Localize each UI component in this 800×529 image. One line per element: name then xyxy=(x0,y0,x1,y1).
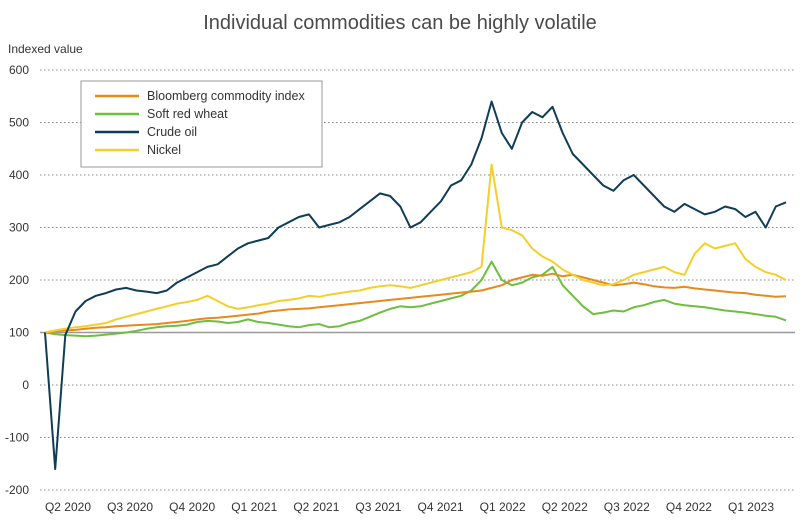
x-tick-label: Q2 2021 xyxy=(293,500,339,514)
y-axis-ticks: 600 500 400 300 200 100 0 -100 -200 xyxy=(5,63,29,497)
y-tick-label: 200 xyxy=(9,273,29,287)
legend-label: Bloomberg commodity index xyxy=(147,89,305,103)
legend: Bloomberg commodity index Soft red wheat C… xyxy=(80,80,323,168)
series-line xyxy=(44,163,787,334)
y-tick-label: 300 xyxy=(9,221,29,235)
x-tick-label: Q3 2020 xyxy=(107,500,153,514)
x-tick-label: Q2 2020 xyxy=(45,500,91,514)
legend-label: Soft red wheat xyxy=(147,107,228,121)
y-tick-label: -100 xyxy=(5,431,29,445)
series-lines xyxy=(44,100,787,470)
y-tick-label: 600 xyxy=(9,63,29,77)
series-line xyxy=(44,260,787,338)
y-tick-label: -200 xyxy=(5,483,29,497)
y-tick-label: 500 xyxy=(9,116,29,130)
x-tick-label: Q1 2021 xyxy=(231,500,277,514)
x-tick-label: Q4 2022 xyxy=(666,500,712,514)
series-line xyxy=(44,272,787,334)
x-tick-label: Q4 2020 xyxy=(169,500,215,514)
x-tick-label: Q1 2023 xyxy=(728,500,774,514)
x-axis-ticks: Q2 2020 Q3 2020 Q4 2020 Q1 2021 Q2 2021 Q3 20… xyxy=(45,500,774,514)
legend-label: Crude oil xyxy=(147,125,197,139)
x-tick-label: Q1 2022 xyxy=(480,500,526,514)
x-tick-label: Q4 2021 xyxy=(418,500,464,514)
legend-box xyxy=(80,80,323,168)
x-tick-label: Q3 2022 xyxy=(604,500,650,514)
x-tick-label: Q2 2022 xyxy=(542,500,588,514)
y-axis-label: Indexed value xyxy=(8,42,83,56)
chart-title: Individual commodities can be highly vol… xyxy=(203,12,597,34)
y-tick-label: 0 xyxy=(22,378,29,392)
grid-lines xyxy=(40,69,795,491)
series-line xyxy=(44,100,787,470)
x-tick-label: Q3 2021 xyxy=(355,500,401,514)
legend-label: Nickel xyxy=(147,143,181,157)
y-tick-label: 400 xyxy=(9,168,29,182)
y-tick-label: 100 xyxy=(9,326,29,340)
